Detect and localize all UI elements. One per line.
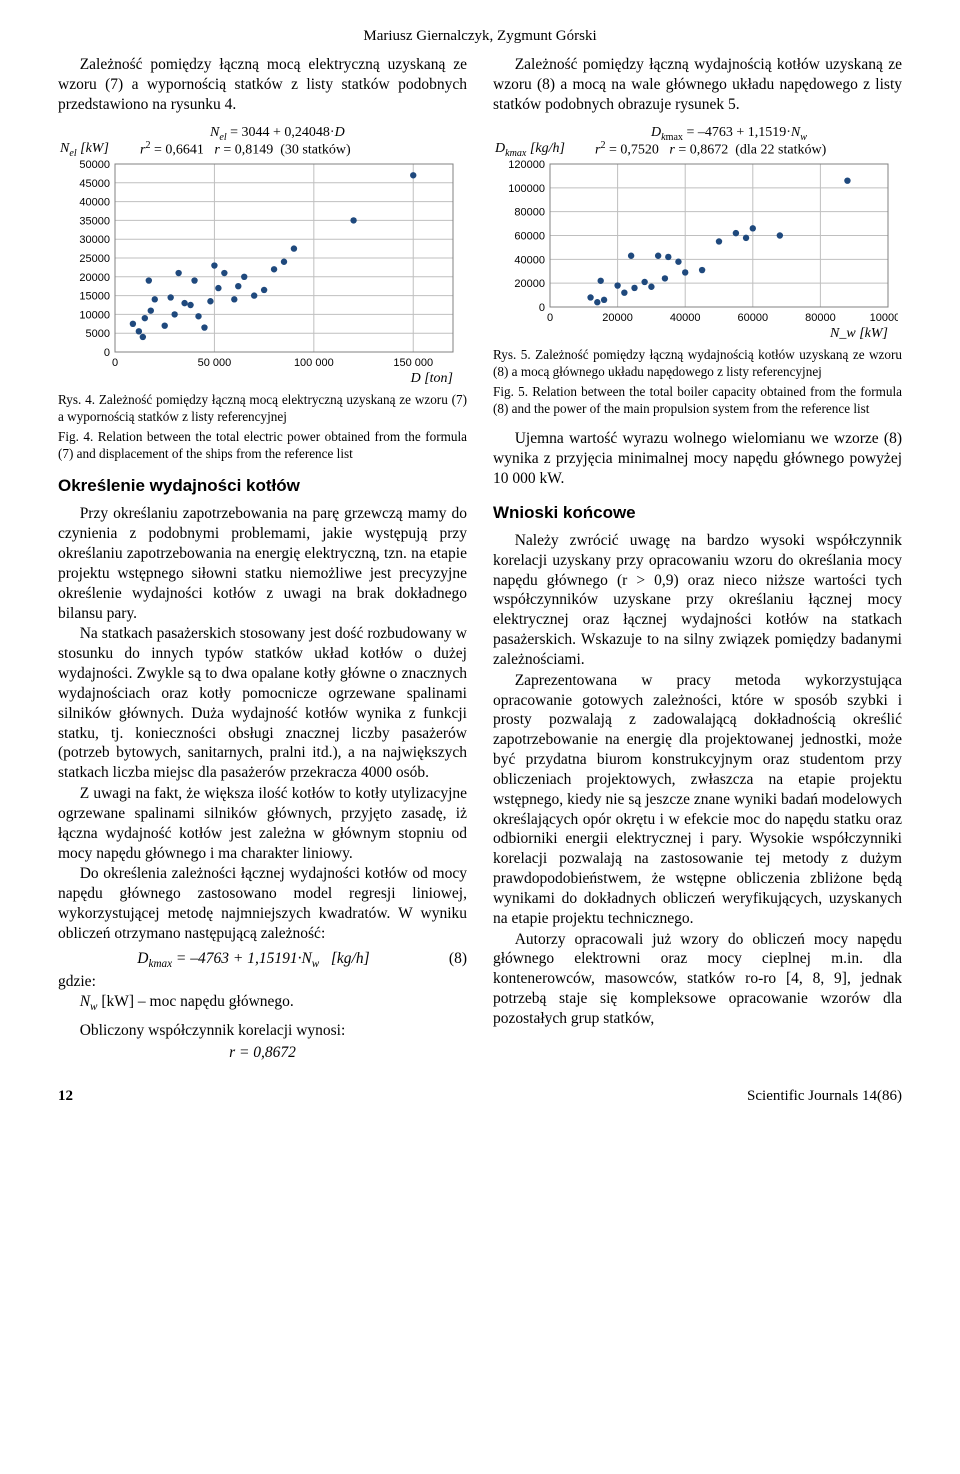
svg-text:80000: 80000 [514, 207, 545, 219]
fig5-caption-en: Fig. 5. Relation between the total boile… [493, 384, 902, 417]
svg-text:0: 0 [103, 347, 109, 359]
svg-text:60000: 60000 [514, 231, 545, 243]
svg-text:100 000: 100 000 [293, 357, 333, 369]
svg-text:30000: 30000 [79, 235, 110, 247]
corr-value: r = 0,8672 [58, 1044, 467, 1062]
left-column: Zależność pomiędzy łączną mocą elektrycz… [58, 55, 467, 1066]
section-heading-wnioski: Wnioski końcowe [493, 503, 902, 523]
svg-text:25000: 25000 [79, 253, 110, 265]
section-heading-kotlow: Określenie wydajności kotłów [58, 476, 467, 496]
chart-5-svg: 0 20000 40000 60000 80000 100000 120000 0 20000 4… [498, 158, 898, 343]
right-w3: Autorzy opracowali już wzory do obliczeń… [493, 930, 902, 1029]
svg-text:D [ton]: D [ton] [409, 371, 452, 386]
page-footer: 12 Scientific Journals 14(86) [58, 1088, 902, 1105]
svg-text:20000: 20000 [514, 279, 545, 291]
left-p1: Przy określaniu zapotrzebowania na parę … [58, 504, 467, 623]
svg-text:15000: 15000 [79, 291, 110, 303]
fig4-caption-en: Fig. 4. Relation between the total elect… [58, 429, 467, 462]
right-intro: Zależność pomiędzy łączną wydajnością ko… [493, 55, 902, 114]
svg-text:45000: 45000 [79, 178, 110, 190]
svg-text:0: 0 [111, 357, 117, 369]
svg-text:40000: 40000 [514, 255, 545, 267]
page-authors: Mariusz Giernalczyk, Zygmunt Górski [58, 28, 902, 45]
where-block: gdzie: Nw [kW] – moc napędu głównego. [58, 972, 467, 1015]
journal-ref: Scientific Journals 14(86) [747, 1088, 902, 1105]
right-w2: Zaprezentowana w pracy metoda wykorzystu… [493, 671, 902, 929]
svg-text:50000: 50000 [79, 159, 110, 171]
svg-text:100000: 100000 [869, 312, 897, 324]
svg-text:20000: 20000 [79, 272, 110, 284]
left-p3: Z uwagi na fakt, że większa ilość kotłów… [58, 784, 467, 863]
svg-text:120000: 120000 [508, 159, 545, 171]
svg-text:150 000: 150 000 [393, 357, 433, 369]
left-p4: Do określenia zależności łącznej wydajno… [58, 864, 467, 943]
left-p2: Na statkach pasażerskich stosowany jest … [58, 624, 467, 783]
equation-8: Dkmax = –4763 + 1,15191·Nw [kg/h] (8) [58, 950, 467, 970]
svg-text:35000: 35000 [79, 216, 110, 228]
svg-text:100000: 100000 [508, 183, 545, 195]
svg-text:5000: 5000 [85, 329, 109, 341]
chart-4-svg: 0 5000 10000 15000 20000 25000 30000 35000 40000… [63, 158, 463, 388]
svg-text:0: 0 [546, 312, 552, 324]
fig4-caption-pl: Rys. 4. Zależność pomiędzy łączną mocą e… [58, 392, 467, 425]
svg-text:10000: 10000 [79, 310, 110, 322]
svg-text:60000: 60000 [737, 312, 768, 324]
svg-text:40000: 40000 [79, 197, 110, 209]
eq8-number: (8) [449, 950, 467, 968]
fig5-caption-pl: Rys. 5. Zależność pomiędzy łączną wydajn… [493, 347, 902, 380]
right-column: Zależność pomiędzy łączną wydajnością ko… [493, 55, 902, 1066]
figure-4: Nel [kW] Nel = 3044 + 0,24048·D r2 = 0,6… [58, 124, 467, 388]
page-number: 12 [58, 1088, 73, 1105]
svg-text:80000: 80000 [805, 312, 836, 324]
where-label: gdzie: [58, 972, 467, 992]
right-w1: Należy zwrócić uwagę na bardzo wysoki ws… [493, 531, 902, 670]
svg-text:0: 0 [538, 302, 544, 314]
svg-text:N_w [kW]: N_w [kW] [829, 326, 888, 341]
left-intro: Zależność pomiędzy łączną mocą elektrycz… [58, 55, 467, 114]
svg-text:40000: 40000 [669, 312, 700, 324]
svg-text:20000: 20000 [602, 312, 633, 324]
figure-5: Dkmax [kg/h] Dkmax = –4763 + 1,1519·Nw r… [493, 124, 902, 343]
right-after-fig: Ujemna wartość wyrazu wolnego wielomianu… [493, 429, 902, 488]
svg-text:50 000: 50 000 [197, 357, 231, 369]
corr-sentence: Obliczony współczynnik korelacji wynosi: [58, 1021, 467, 1041]
